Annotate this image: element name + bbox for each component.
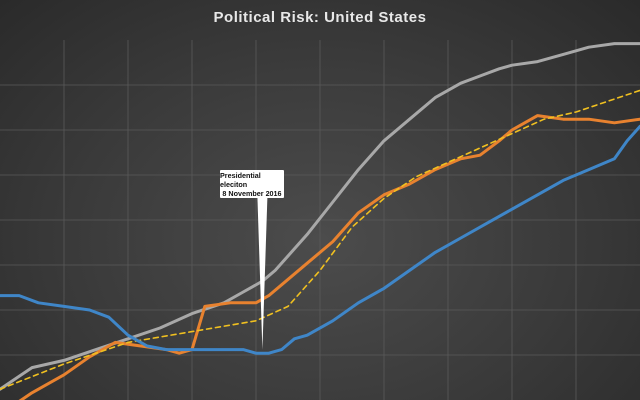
annotation-pointer <box>257 197 267 350</box>
annotation-pointer-wedge <box>257 197 267 350</box>
annotation-line-2: 8 November 2016 <box>222 189 281 198</box>
annotation-callout: Presidential eleciton 8 November 2016 <box>220 170 284 198</box>
annotation-line-1: Presidential eleciton <box>220 171 284 189</box>
